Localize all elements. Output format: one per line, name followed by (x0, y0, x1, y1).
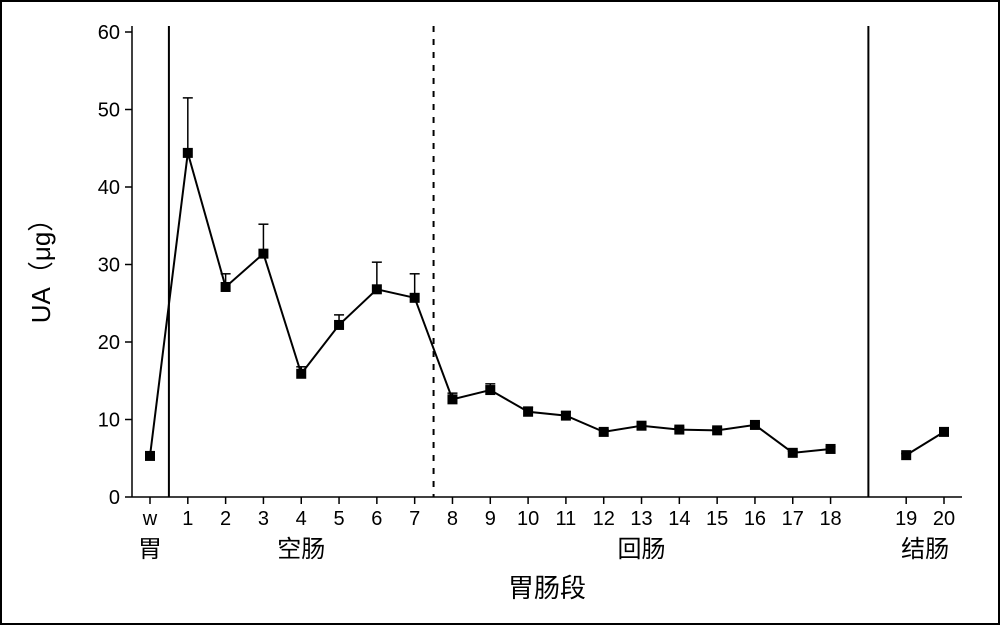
x-tick-label: 4 (296, 508, 307, 530)
region-label: 结肠 (901, 536, 949, 563)
data-marker (940, 427, 949, 436)
data-line (906, 432, 944, 455)
x-tick-label: 10 (517, 508, 539, 530)
data-marker (713, 426, 722, 435)
y-axis-label: UA（μg） (26, 206, 56, 324)
x-tick-label: 5 (333, 508, 344, 530)
y-tick-label: 0 (109, 487, 120, 509)
x-tick-label: 6 (371, 508, 382, 530)
x-tick-label: 8 (447, 508, 458, 530)
data-marker (372, 285, 381, 294)
region-label: 胃 (138, 536, 162, 563)
x-tick-label: 20 (933, 508, 955, 530)
chart-container: 0102030405060UA（μg）w12345678910111213141… (2, 2, 998, 623)
data-marker (297, 369, 306, 378)
x-tick-label: 12 (593, 508, 615, 530)
data-marker (183, 148, 192, 157)
data-marker (259, 249, 268, 258)
y-tick-label: 30 (98, 255, 120, 277)
data-marker (675, 425, 684, 434)
x-tick-label: 2 (220, 508, 231, 530)
data-line (150, 153, 831, 456)
x-tick-label: 7 (409, 508, 420, 530)
data-marker (410, 293, 419, 302)
y-tick-label: 60 (98, 22, 120, 44)
region-label: 空肠 (277, 536, 325, 563)
region-label: 回肠 (618, 536, 666, 563)
x-tick-label: w (142, 508, 158, 530)
x-tick-label: 9 (485, 508, 496, 530)
x-tick-label: 3 (258, 508, 269, 530)
data-marker (826, 444, 835, 453)
x-tick-label: 17 (782, 508, 804, 530)
data-marker (221, 282, 230, 291)
data-marker (448, 395, 457, 404)
y-tick-label: 20 (98, 332, 120, 354)
data-marker (788, 448, 797, 457)
data-marker (750, 420, 759, 429)
x-tick-label: 18 (819, 508, 841, 530)
x-tick-label: 15 (706, 508, 728, 530)
x-tick-label: 16 (744, 508, 766, 530)
x-tick-label: 14 (668, 508, 690, 530)
x-tick-label: 1 (182, 508, 193, 530)
y-tick-label: 10 (98, 410, 120, 432)
data-marker (902, 451, 911, 460)
data-marker (486, 386, 495, 395)
y-tick-label: 40 (98, 177, 120, 199)
data-marker (146, 451, 155, 460)
data-marker (524, 407, 533, 416)
data-marker (599, 427, 608, 436)
data-marker (637, 421, 646, 430)
chart-frame: 0102030405060UA（μg）w12345678910111213141… (0, 0, 1000, 625)
data-marker (335, 320, 344, 329)
x-tick-label: 19 (895, 508, 917, 530)
data-marker (561, 411, 570, 420)
x-axis-title: 胃肠段 (508, 573, 586, 603)
y-tick-label: 50 (98, 100, 120, 122)
x-tick-label: 13 (630, 508, 652, 530)
chart-svg: 0102030405060UA（μg）w12345678910111213141… (2, 2, 998, 623)
x-tick-label: 11 (556, 508, 577, 530)
